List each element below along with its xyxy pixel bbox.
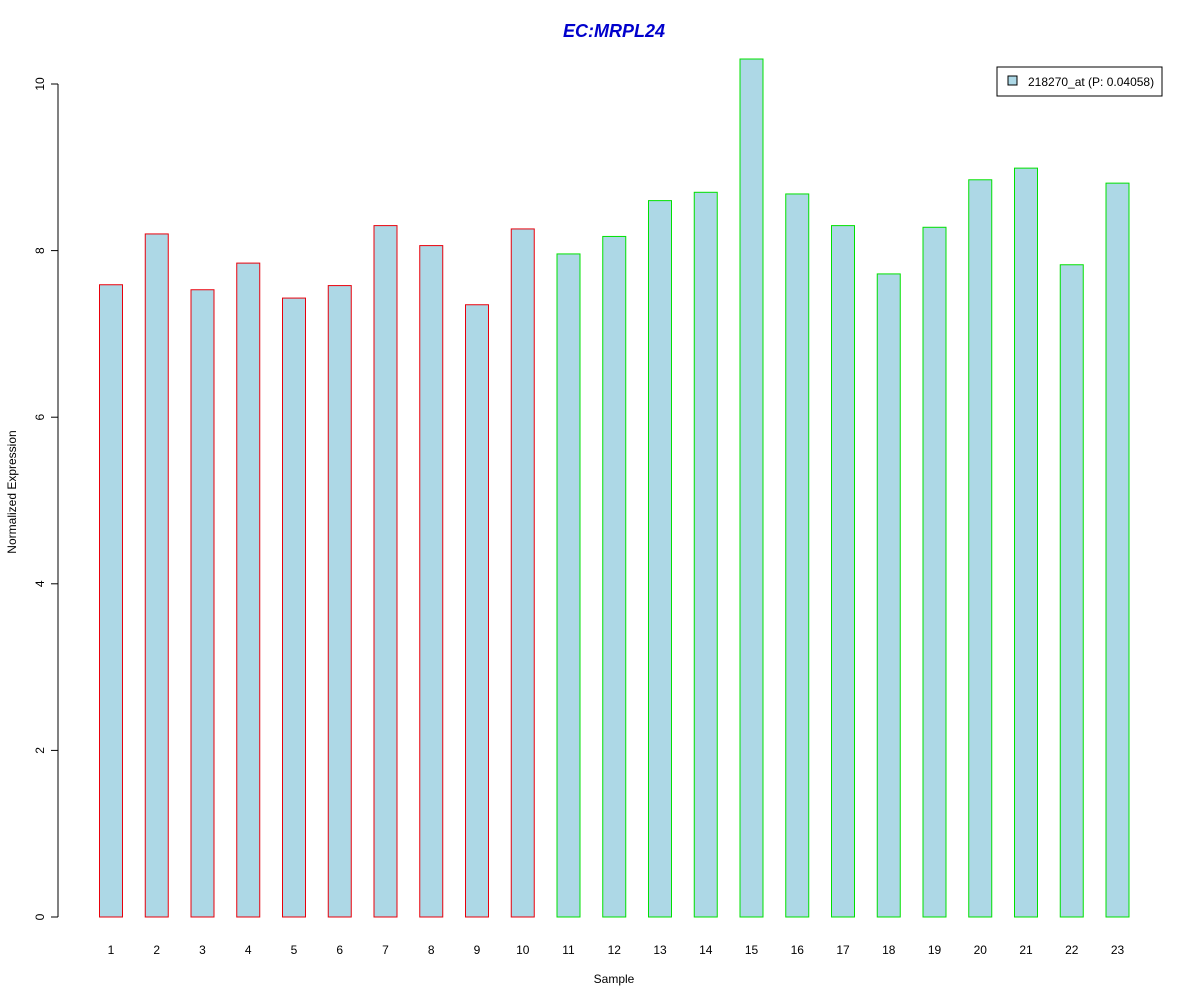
x-tick-label: 16	[791, 943, 805, 957]
y-axis-label: Normalized Expression	[5, 430, 19, 553]
y-tick-label: 8	[33, 247, 47, 254]
x-tick-label: 14	[699, 943, 713, 957]
bar-sample-6	[327, 285, 352, 918]
bar-sample-2	[144, 233, 169, 918]
legend-swatch	[1007, 75, 1018, 86]
x-tick-label: 6	[336, 943, 343, 957]
bar-sample-20	[968, 179, 993, 918]
y-tick-label: 10	[33, 77, 47, 91]
x-tick-label: 10	[516, 943, 530, 957]
x-tick-label: 4	[245, 943, 252, 957]
x-tick-label: 19	[928, 943, 942, 957]
x-tick-label: 1	[108, 943, 115, 957]
bar-sample-4	[236, 262, 261, 918]
x-tick-label: 11	[562, 943, 575, 957]
x-tick-label: 20	[974, 943, 988, 957]
x-axis-label: Sample	[594, 972, 635, 986]
x-tick-label: 22	[1065, 943, 1079, 957]
legend-label: 218270_at (P: 0.04058)	[1028, 75, 1154, 89]
x-tick-label: 9	[474, 943, 481, 957]
legend-box	[996, 66, 1163, 97]
y-axis: 0 2 4 6 8 10	[33, 77, 59, 920]
x-tick-label: 8	[428, 943, 435, 957]
x-tick-label: 17	[836, 943, 850, 957]
chart-title: EC:MRPL24	[563, 21, 665, 41]
y-tick-label: 0	[33, 913, 47, 920]
x-tick-label: 2	[153, 943, 160, 957]
x-tick-label: 23	[1111, 943, 1125, 957]
x-tick-label: 5	[291, 943, 298, 957]
bar-sample-10	[510, 228, 535, 918]
legend: 218270_at (P: 0.04058)	[996, 66, 1163, 97]
x-tick-label: 13	[653, 943, 667, 957]
y-tick-label: 2	[33, 747, 47, 754]
bar-sample-17	[831, 225, 855, 918]
y-tick-label: 4	[33, 580, 47, 587]
x-tick-label: 21	[1019, 943, 1033, 957]
bar-sample-12	[602, 235, 627, 918]
x-tick-label: 7	[382, 943, 389, 957]
bar-sample-16	[785, 193, 810, 918]
x-tick-labels: 1 2 3 4 5 6 7 8 9 10 11 12 13 14 15 16 17 18 19 20 21 22 23	[108, 943, 1125, 957]
bar-sample-11	[556, 253, 581, 918]
bars-group	[99, 58, 1130, 918]
bar-sample-22	[1059, 264, 1084, 918]
x-tick-label: 15	[745, 943, 759, 957]
bar-sample-1	[99, 284, 123, 918]
bar-sample-21	[1014, 167, 1038, 918]
bar-sample-23	[1105, 182, 1130, 918]
bar-sample-15	[739, 58, 764, 918]
bar-sample-5	[282, 297, 306, 918]
bar-sample-14	[693, 191, 718, 918]
bar-sample-9	[465, 304, 489, 918]
bar-sample-3	[190, 289, 215, 918]
bar-sample-8	[419, 245, 444, 918]
bar-sample-7	[373, 225, 398, 918]
y-tick-label: 6	[33, 414, 47, 421]
x-tick-label: 12	[608, 943, 622, 957]
x-tick-label: 3	[199, 943, 206, 957]
bar-sample-13	[648, 200, 672, 918]
bar-sample-18	[876, 273, 901, 918]
x-tick-label: 18	[882, 943, 896, 957]
bar-sample-19	[922, 226, 947, 918]
